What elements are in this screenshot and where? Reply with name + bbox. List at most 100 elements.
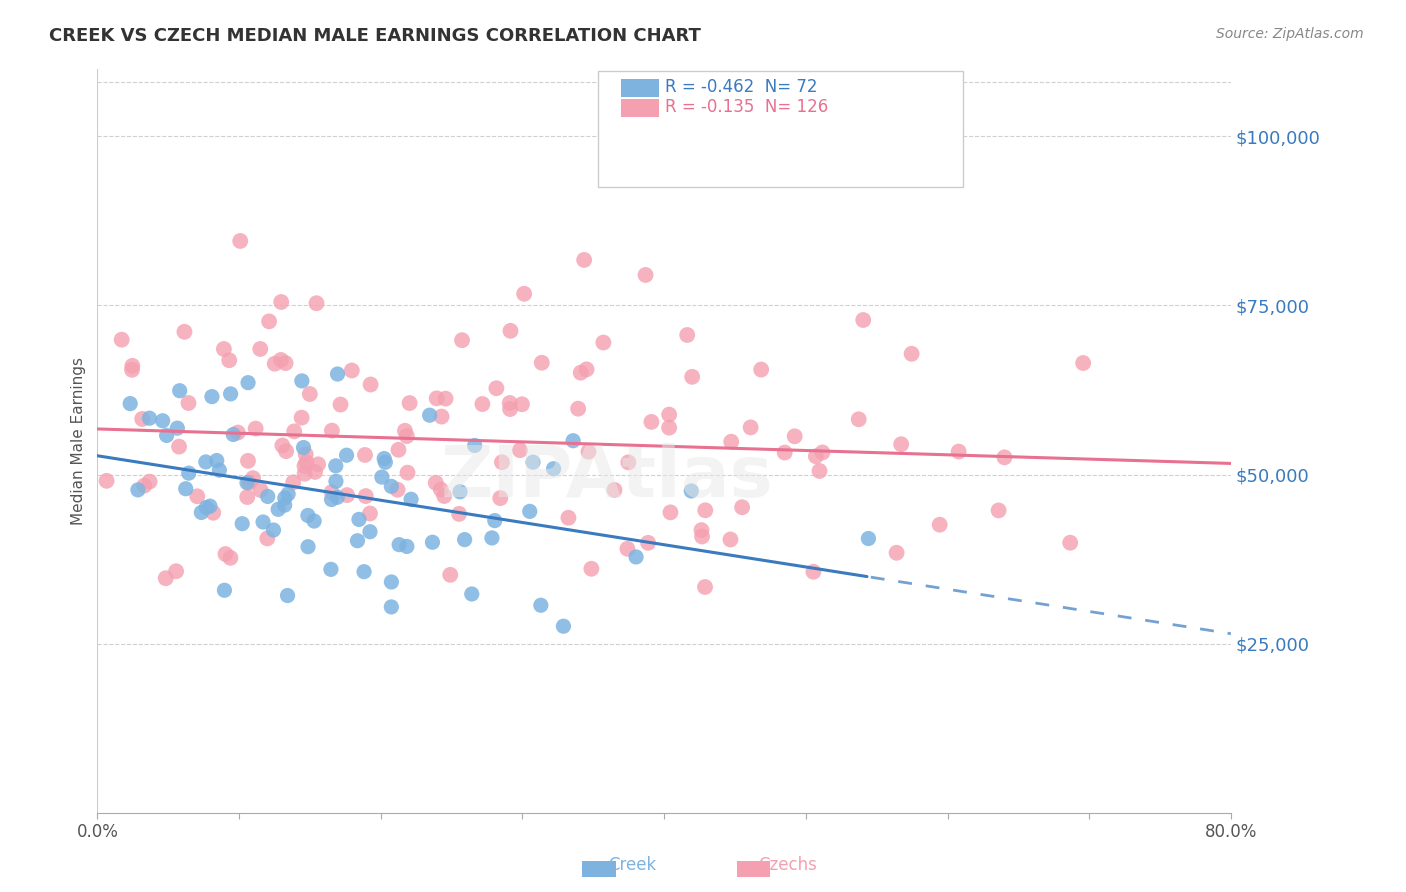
Creek <box>353 565 375 579</box>
Czechs <box>720 434 742 449</box>
Czechs <box>96 474 118 488</box>
Czechs <box>740 420 762 434</box>
Czechs <box>359 507 381 521</box>
Text: R = -0.462  N= 72: R = -0.462 N= 72 <box>665 78 817 96</box>
Creek <box>198 499 221 513</box>
Czechs <box>111 333 134 347</box>
Creek <box>481 531 503 545</box>
Czechs <box>426 392 449 406</box>
Czechs <box>263 357 285 371</box>
Czechs <box>848 412 870 426</box>
Creek <box>302 514 325 528</box>
Czechs <box>238 475 260 490</box>
Czechs <box>569 366 592 380</box>
Czechs <box>928 517 950 532</box>
Y-axis label: Median Male Earnings: Median Male Earnings <box>72 357 86 524</box>
Czechs <box>659 505 682 519</box>
Creek <box>422 535 444 549</box>
Czechs <box>242 471 264 485</box>
Creek <box>262 523 284 537</box>
Czechs <box>202 506 225 520</box>
Czechs <box>890 437 912 451</box>
Creek <box>195 500 218 515</box>
Creek <box>194 455 217 469</box>
Czechs <box>294 447 316 461</box>
Czechs <box>336 488 359 502</box>
Czechs <box>430 483 453 497</box>
Czechs <box>321 424 343 438</box>
Czechs <box>256 532 278 546</box>
Creek <box>543 461 565 475</box>
Creek <box>138 411 160 425</box>
Creek <box>374 455 396 469</box>
Czechs <box>236 490 259 504</box>
Creek <box>166 421 188 435</box>
Czechs <box>305 296 328 310</box>
Czechs <box>138 475 160 489</box>
Creek <box>156 428 179 442</box>
Czechs <box>274 356 297 370</box>
Czechs <box>886 546 908 560</box>
Creek <box>347 512 370 526</box>
Czechs <box>219 550 242 565</box>
Creek <box>562 434 585 448</box>
Creek <box>522 455 544 469</box>
Czechs <box>167 440 190 454</box>
Creek <box>464 438 486 452</box>
Creek <box>201 390 224 404</box>
Creek <box>419 408 441 422</box>
Creek <box>399 492 422 507</box>
Creek <box>231 516 253 531</box>
Czechs <box>803 565 825 579</box>
Czechs <box>236 454 259 468</box>
Czechs <box>449 507 471 521</box>
Creek <box>274 491 297 505</box>
Czechs <box>177 396 200 410</box>
Czechs <box>720 533 742 547</box>
Czechs <box>298 387 321 401</box>
Creek <box>319 562 342 576</box>
Creek <box>449 484 471 499</box>
Czechs <box>1071 356 1094 370</box>
Czechs <box>948 444 970 458</box>
Czechs <box>578 444 600 458</box>
Czechs <box>575 362 598 376</box>
Creek <box>127 483 149 497</box>
Czechs <box>658 420 681 434</box>
Creek <box>222 427 245 442</box>
Czechs <box>749 362 772 376</box>
Czechs <box>387 442 409 457</box>
Czechs <box>354 489 377 503</box>
Czechs <box>229 234 252 248</box>
Czechs <box>257 314 280 328</box>
Creek <box>681 483 703 498</box>
Text: ZIPAtlas: ZIPAtlas <box>441 443 773 512</box>
Czechs <box>245 421 267 435</box>
Czechs <box>572 252 595 267</box>
Creek <box>371 470 394 484</box>
Czechs <box>695 503 717 517</box>
Creek <box>174 482 197 496</box>
Czechs <box>1059 535 1081 549</box>
Czechs <box>283 425 305 439</box>
Czechs <box>291 410 314 425</box>
Czechs <box>394 424 416 438</box>
Czechs <box>637 536 659 550</box>
Creek <box>277 487 299 501</box>
Creek <box>169 384 191 398</box>
Czechs <box>321 485 343 500</box>
Czechs <box>499 396 522 410</box>
Czechs <box>304 465 326 479</box>
Czechs <box>681 369 703 384</box>
Czechs <box>557 510 579 524</box>
Czechs <box>451 333 474 347</box>
Creek <box>267 502 290 516</box>
Czechs <box>249 342 271 356</box>
Creek <box>177 466 200 480</box>
Czechs <box>295 455 318 469</box>
Text: R = -0.135  N= 126: R = -0.135 N= 126 <box>665 98 828 116</box>
Czechs <box>804 449 827 463</box>
Czechs <box>658 408 681 422</box>
Creek <box>252 515 274 529</box>
Creek <box>395 540 418 554</box>
